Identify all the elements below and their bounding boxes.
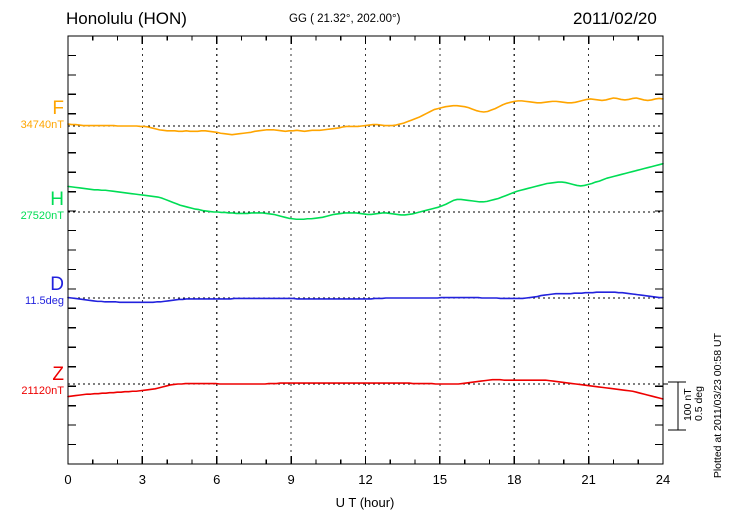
component-baseline-z: 21120nT (21, 385, 64, 397)
trace-h (67, 162, 664, 221)
component-name-h: H (50, 189, 64, 210)
trace-z (67, 378, 664, 400)
component-label-h: H 27520nT (21, 190, 64, 223)
x-tick-label: 9 (287, 472, 295, 487)
component-label-d: D 11.5deg (25, 275, 64, 308)
scale-bar-deg: 0.5 deg (693, 386, 705, 422)
component-name-d: D (50, 274, 64, 295)
component-name-z: Z (52, 364, 64, 385)
x-tick-label: 24 (655, 472, 671, 487)
component-label-f: F 34740nT (21, 99, 64, 132)
component-baseline-f: 34740nT (20, 119, 64, 131)
plot-frame (67, 35, 664, 465)
component-name-f: F (52, 98, 64, 119)
scale-bar-caption: 100 nT 0.5 deg (682, 386, 705, 422)
plot-date: 2011/02/20 (573, 9, 657, 28)
x-tick-label: 18 (507, 472, 522, 487)
x-tick-label: 0 (64, 472, 72, 487)
x-tick-label: 21 (581, 472, 596, 487)
x-tick-label: 3 (138, 472, 146, 487)
x-tick-label: 15 (432, 472, 448, 487)
x-tick-label: 6 (213, 472, 221, 487)
station-title: Honolulu (HON) (66, 9, 187, 28)
trace-f (67, 97, 664, 136)
plotted-at-timestamp: Plotted at 2011/03/23 00:58 UT (712, 333, 724, 479)
component-label-z: Z 21120nT (21, 365, 64, 398)
component-baseline-d: 11.5deg (25, 295, 64, 307)
x-axis-title: U T (hour) (335, 495, 395, 510)
geographic-coordinates: GG ( 21.32°, 202.00°) (289, 13, 401, 25)
trace-d (67, 291, 664, 304)
component-baseline-h: 27520nT (20, 210, 64, 222)
x-tick-label: 12 (358, 472, 373, 487)
